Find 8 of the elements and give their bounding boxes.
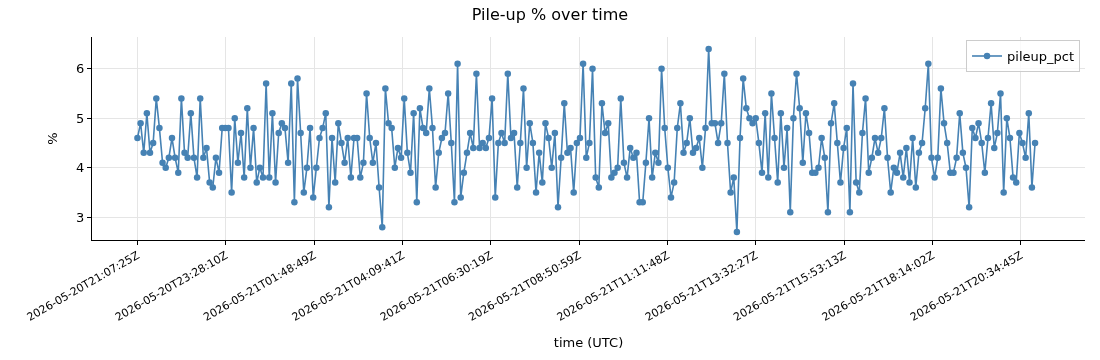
y-tick-label: 6 (76, 61, 85, 77)
y-tick-label: 5 (76, 110, 85, 126)
x-axis-title: time (UTC) (553, 335, 624, 351)
y-tick-label: 3 (76, 209, 85, 225)
legend-label: pileup_pct (1007, 49, 1074, 65)
y-axis-title: % (45, 132, 61, 145)
chart-title: Pile-up % over time (471, 5, 629, 25)
y-tick-label: 4 (76, 160, 85, 176)
